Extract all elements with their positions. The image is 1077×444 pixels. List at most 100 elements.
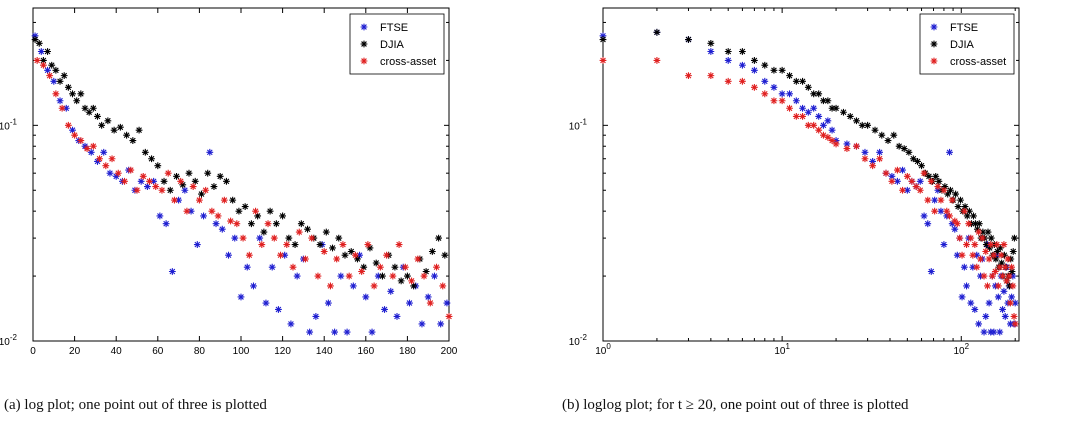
data-point-djia xyxy=(372,259,380,267)
data-point-djia xyxy=(260,228,268,236)
data-point-cross-asset xyxy=(982,248,990,255)
data-point-cross-asset xyxy=(984,282,991,290)
data-point-ftse xyxy=(804,108,812,116)
data-point-ftse xyxy=(953,251,961,259)
data-point-djia xyxy=(341,251,349,259)
data-point-cross-asset xyxy=(832,140,840,148)
data-point-cross-asset xyxy=(948,196,956,204)
x-tick-label: 102 xyxy=(953,342,969,357)
data-point-djia xyxy=(98,121,106,129)
legend-label: FTSE xyxy=(950,22,978,34)
data-point-cross-asset xyxy=(139,172,147,180)
data-point-cross-asset xyxy=(289,263,297,271)
data-point-cross-asset xyxy=(934,183,942,190)
data-point-djia xyxy=(173,172,180,180)
data-point-djia xyxy=(48,61,56,69)
data-point-djia xyxy=(89,104,97,112)
data-point-djia xyxy=(858,121,866,129)
data-point-cross-asset xyxy=(114,169,122,177)
data-point-cross-asset xyxy=(1003,277,1010,285)
data-point-cross-asset xyxy=(920,169,928,177)
legend-marker xyxy=(930,57,938,65)
data-point-ftse xyxy=(62,104,70,112)
data-point-djia xyxy=(35,39,43,47)
data-point-ftse xyxy=(218,225,226,233)
data-point-djia xyxy=(56,77,64,85)
data-point-djia xyxy=(428,248,436,255)
data-point-cross-asset xyxy=(1000,241,1008,248)
data-point-ftse xyxy=(940,241,948,248)
data-point-djia xyxy=(957,196,964,204)
data-point-djia xyxy=(815,90,823,98)
data-point-ftse xyxy=(187,207,195,215)
data-point-cross-asset xyxy=(270,234,278,242)
data-point-ftse xyxy=(237,293,245,301)
data-point-djia xyxy=(707,39,715,47)
data-point-cross-asset xyxy=(302,255,309,263)
data-point-djia xyxy=(304,225,311,233)
data-point-djia xyxy=(135,126,143,134)
data-point-cross-asset xyxy=(52,90,60,98)
data-point-cross-asset xyxy=(924,196,932,204)
data-point-cross-asset xyxy=(724,77,732,85)
data-point-ftse xyxy=(948,220,956,228)
data-point-cross-asset xyxy=(1001,263,1009,271)
data-point-cross-asset xyxy=(980,272,988,280)
data-point-djia xyxy=(846,113,854,120)
data-point-ftse xyxy=(810,104,818,112)
data-point-ftse xyxy=(31,32,39,40)
data-point-cross-asset xyxy=(277,251,284,259)
data-point-cross-asset xyxy=(46,72,54,80)
data-point-ftse xyxy=(368,328,376,336)
data-point-cross-asset xyxy=(295,228,303,236)
x-tick-label: 200 xyxy=(441,346,458,357)
data-point-cross-asset xyxy=(778,97,786,105)
x-tick-label: 120 xyxy=(274,346,291,357)
data-point-cross-asset xyxy=(770,97,778,105)
data-point-djia xyxy=(653,28,661,36)
data-point-djia xyxy=(73,97,81,105)
x-tick-label: 100 xyxy=(233,346,250,357)
data-point-djia xyxy=(987,234,995,242)
data-point-djia xyxy=(110,126,118,134)
data-point-djia xyxy=(890,131,898,139)
data-point-cross-asset xyxy=(408,277,415,285)
data-point-djia xyxy=(853,117,860,125)
data-point-djia xyxy=(864,121,872,129)
data-point-cross-asset xyxy=(960,207,968,215)
data-point-cross-asset xyxy=(395,241,403,248)
data-point-ftse xyxy=(87,148,95,156)
y-tick-label: 10-2 xyxy=(0,333,18,348)
data-point-djia xyxy=(935,177,943,185)
data-point-ftse xyxy=(958,293,966,301)
data-point-ftse xyxy=(828,126,836,134)
data-point-djia xyxy=(52,66,60,74)
data-point-djia xyxy=(347,248,355,255)
data-point-cross-asset xyxy=(352,251,359,259)
legend-label: DJIA xyxy=(380,39,405,51)
data-point-cross-asset xyxy=(71,131,78,139)
data-point-ftse xyxy=(144,183,151,190)
data-point-djia xyxy=(422,268,430,275)
data-point-djia xyxy=(248,220,255,228)
legend-marker xyxy=(360,57,368,65)
data-point-ftse xyxy=(969,263,977,271)
data-point-ftse xyxy=(967,299,975,307)
data-point-djia xyxy=(761,61,769,69)
data-point-ftse xyxy=(106,169,114,177)
x-tick-label: 40 xyxy=(111,346,123,357)
data-point-djia xyxy=(799,77,806,85)
data-point-djia xyxy=(792,77,800,85)
y-tick-label: 10-1 xyxy=(0,117,18,132)
data-point-cross-asset xyxy=(853,142,860,150)
data-point-djia xyxy=(81,104,89,112)
data-point-ftse xyxy=(924,220,932,228)
data-point-djia xyxy=(961,203,969,210)
data-point-ftse xyxy=(112,172,120,180)
data-point-cross-asset xyxy=(951,217,959,225)
caption-a: (a) log plot; one point out of three is … xyxy=(4,397,267,413)
data-point-ftse xyxy=(250,282,257,290)
data-point-cross-asset xyxy=(707,72,715,80)
data-point-ftse xyxy=(843,140,851,148)
data-point-cross-asset xyxy=(869,162,877,170)
